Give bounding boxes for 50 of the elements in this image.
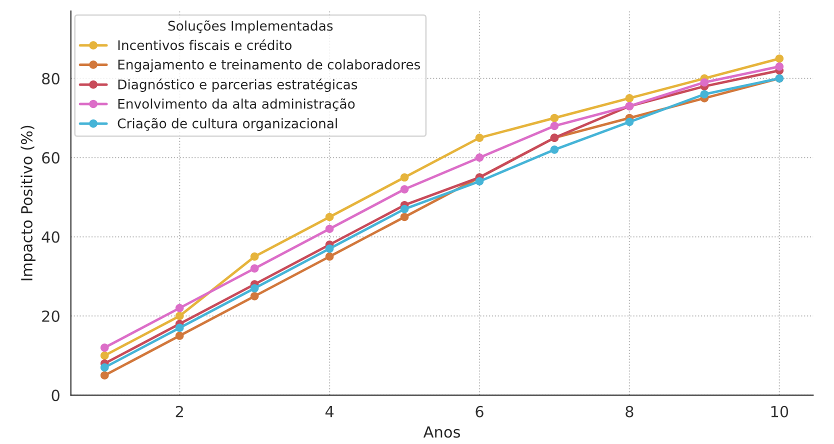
point [325,224,334,234]
point [250,252,259,261]
x-tick-label: 10 [771,406,788,418]
y-tick-label: 0 [52,390,60,402]
point [475,177,484,186]
point [775,54,784,63]
point [550,146,559,154]
point [700,78,709,87]
x-axis-title: Anos [423,426,460,438]
y-tick-label: 60 [42,152,60,164]
legend-label: Criação de cultura organizacional [118,118,337,131]
point [550,114,559,122]
point [175,312,184,320]
point [175,332,184,340]
point [475,134,484,142]
point [100,343,109,352]
x-tick-label: 8 [626,406,634,418]
point [175,304,184,312]
y-axis-title: Impacto Positivo (%) [20,126,36,280]
point [550,122,559,130]
point [325,244,334,253]
point [175,324,184,332]
point [250,292,259,300]
point [325,212,334,222]
point [625,94,634,102]
x-tick-label: 2 [176,406,183,418]
x-tick-label: 4 [325,406,334,418]
point [400,185,409,194]
point [325,252,334,261]
y-tick-label: 80 [42,72,60,84]
point [400,204,409,214]
legend-title: Soluções Implementadas [168,20,333,34]
point [250,284,259,292]
point [250,264,259,273]
point [700,90,709,98]
point [625,118,634,126]
legend-label: Envolvimento da alta administração [118,98,355,112]
legend-label: Engajamento e treinamento de colaboradores [118,59,420,72]
point [100,363,109,372]
point [100,371,109,380]
point [400,173,409,182]
point [475,153,484,162]
point [100,351,109,360]
point [400,212,409,222]
legend-label: Diagnóstico e parcerias estratégicas [118,78,358,92]
y-tick-label: 20 [42,310,60,322]
point [775,62,784,71]
y-tick-label: 40 [42,231,60,243]
x-tick-label: 6 [476,406,484,418]
legend-label: Incentivos fiscais e crédito [118,39,292,50]
